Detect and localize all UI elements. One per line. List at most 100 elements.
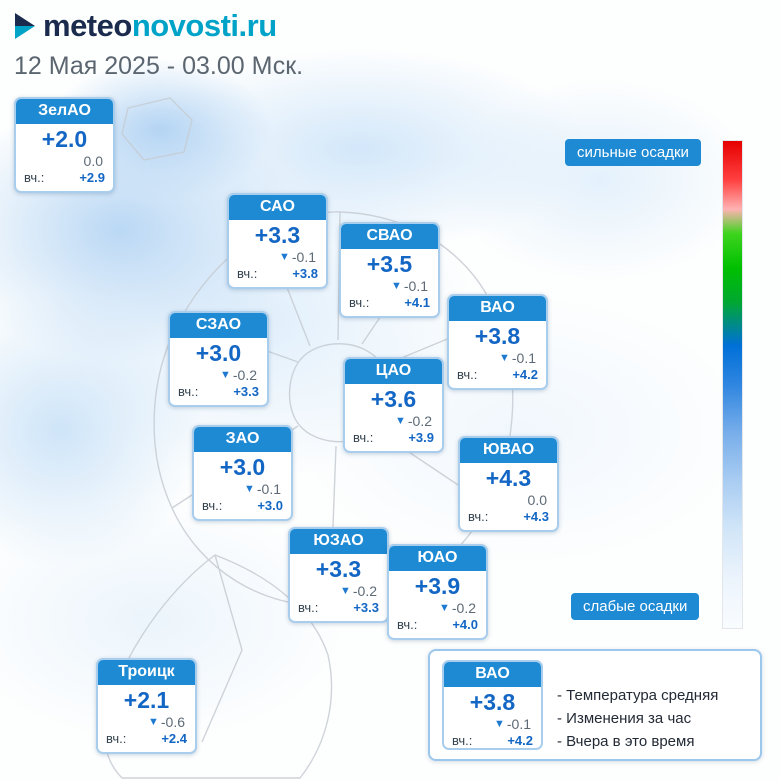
change-value: -0.1 bbox=[256, 480, 281, 497]
yesterday-value: +2.9 bbox=[79, 170, 105, 186]
district-card: ЮЗАО +3.3 ▼ -0.2 вч.: +3.3 bbox=[288, 527, 389, 624]
logo-text-meteo: meteo bbox=[43, 8, 132, 43]
yesterday-value: +3.9 bbox=[408, 430, 434, 446]
yesterday-label: вч.: bbox=[237, 266, 258, 282]
district-name: ВАО bbox=[444, 662, 541, 687]
change-value: -0.1 bbox=[511, 349, 536, 366]
change-value: -0.2 bbox=[407, 412, 432, 429]
yesterday-row: вч.: +4.3 bbox=[460, 508, 557, 530]
yesterday-value: +3.3 bbox=[353, 600, 379, 616]
yesterday-label: вч.: bbox=[457, 367, 478, 383]
district-card: Троицк +2.1 ▼ -0.6 вч.: +2.4 bbox=[96, 658, 197, 755]
precipitation-scale-bar bbox=[722, 140, 743, 629]
down-arrow-icon: ▼ bbox=[438, 601, 450, 614]
hour-change-row: 0.0 bbox=[460, 491, 557, 508]
down-arrow-icon: ▼ bbox=[278, 250, 290, 263]
down-arrow-icon: ▼ bbox=[219, 368, 231, 381]
legend-line: - Вчера в это время bbox=[557, 733, 695, 750]
legend-line: - Изменения за час bbox=[557, 710, 692, 727]
change-value: -0.1 bbox=[506, 715, 531, 732]
yesterday-row: вч.: +3.0 bbox=[194, 497, 291, 519]
hour-change-row: 0.0 bbox=[16, 152, 113, 169]
yesterday-label: вч.: bbox=[397, 617, 418, 633]
district-card: САО +3.3 ▼ -0.1 вч.: +3.8 bbox=[227, 193, 328, 290]
yesterday-value: +4.3 bbox=[523, 509, 549, 525]
district-name: СВАО bbox=[341, 224, 438, 249]
district-name: ЮАО bbox=[389, 546, 486, 571]
yesterday-value: +4.2 bbox=[512, 367, 538, 383]
temperature-value: +2.0 bbox=[41, 126, 88, 152]
temperature-value: +3.6 bbox=[370, 386, 417, 412]
yesterday-row: вч.: +3.3 bbox=[290, 599, 387, 621]
change-value: -0.6 bbox=[160, 713, 185, 730]
yesterday-value: +3.0 bbox=[257, 498, 283, 514]
change-value: -0.1 bbox=[403, 277, 428, 294]
yesterday-label: вч.: bbox=[452, 733, 473, 749]
change-value: 0.0 bbox=[527, 491, 547, 508]
change-value: -0.2 bbox=[232, 366, 257, 383]
district-name: ВАО bbox=[449, 296, 546, 321]
yesterday-row: вч.: +4.1 bbox=[341, 294, 438, 316]
logo-text-novosti: novosti.ru bbox=[131, 8, 277, 43]
yesterday-value: +4.2 bbox=[507, 733, 533, 749]
change-value: 0.0 bbox=[83, 152, 103, 169]
down-arrow-icon: ▼ bbox=[339, 584, 351, 597]
logo-icon bbox=[15, 12, 35, 39]
hour-change-row: ▼ -0.2 bbox=[290, 582, 387, 599]
district-card: ЦАО +3.6 ▼ -0.2 вч.: +3.9 bbox=[343, 357, 444, 454]
yesterday-row: вч.: +3.8 bbox=[229, 265, 326, 287]
temperature-value: +3.3 bbox=[315, 556, 362, 582]
temperature-value: +3.0 bbox=[195, 340, 242, 366]
yesterday-label: вч.: bbox=[298, 600, 319, 616]
hour-change-row: ▼ -0.1 bbox=[341, 277, 438, 294]
yesterday-row: вч.: +2.4 bbox=[98, 730, 195, 752]
yesterday-label: вч.: bbox=[353, 430, 374, 446]
temperature-value: +4.3 bbox=[485, 465, 532, 491]
down-arrow-icon: ▼ bbox=[243, 482, 255, 495]
temperature-value: +3.9 bbox=[414, 573, 461, 599]
district-card: ЮВАО +4.3 0.0 вч.: +4.3 bbox=[458, 436, 559, 533]
weak-precipitation-label: слабые осадки bbox=[571, 593, 700, 620]
yesterday-value: +3.8 bbox=[292, 266, 318, 282]
district-card: ЗелАО +2.0 0.0 вч.: +2.9 bbox=[14, 97, 115, 194]
district-name: ЮВАО bbox=[460, 438, 557, 463]
change-value: -0.2 bbox=[352, 582, 377, 599]
down-arrow-icon: ▼ bbox=[493, 717, 505, 730]
district-name: ЗелАО bbox=[16, 99, 113, 124]
district-name: ЮЗАО bbox=[290, 529, 387, 554]
yesterday-label: вч.: bbox=[106, 731, 127, 747]
hour-change-row: ▼ -0.1 bbox=[444, 715, 541, 732]
yesterday-label: вч.: bbox=[349, 295, 370, 311]
yesterday-value: +2.4 bbox=[161, 731, 187, 747]
hour-change-row: ▼ -0.2 bbox=[170, 366, 267, 383]
district-name: ЗАО bbox=[194, 427, 291, 452]
temperature-value: +3.8 bbox=[469, 689, 516, 715]
hour-change-row: ▼ -0.1 bbox=[229, 248, 326, 265]
district-card: ЗАО +3.0 ▼ -0.1 вч.: +3.0 bbox=[192, 425, 293, 522]
yesterday-label: вч.: bbox=[468, 509, 489, 525]
yesterday-row: вч.: +3.9 bbox=[345, 429, 442, 451]
site-logo[interactable]: meteonovosti.ru bbox=[12, 10, 277, 41]
hour-change-row: ▼ -0.6 bbox=[98, 713, 195, 730]
strong-precipitation-label: сильные осадки bbox=[565, 139, 701, 166]
hour-change-row: ▼ -0.1 bbox=[194, 480, 291, 497]
yesterday-row: вч.: +4.2 bbox=[444, 732, 541, 749]
yesterday-value: +3.3 bbox=[233, 384, 259, 400]
down-arrow-icon: ▼ bbox=[394, 414, 406, 427]
district-name: САО bbox=[229, 195, 326, 220]
temperature-value: +3.8 bbox=[474, 323, 521, 349]
down-arrow-icon: ▼ bbox=[498, 351, 510, 364]
yesterday-label: вч.: bbox=[202, 498, 223, 514]
temperature-value: +3.3 bbox=[254, 222, 301, 248]
hour-change-row: ▼ -0.1 bbox=[449, 349, 546, 366]
district-card: ЮАО +3.9 ▼ -0.2 вч.: +4.0 bbox=[387, 544, 488, 641]
district-card: СВАО +3.5 ▼ -0.1 вч.: +4.1 bbox=[339, 222, 440, 319]
yesterday-label: вч.: bbox=[178, 384, 199, 400]
district-name: СЗАО bbox=[170, 313, 267, 338]
district-name: ЦАО bbox=[345, 359, 442, 384]
district-card: СЗАО +3.0 ▼ -0.2 вч.: +3.3 bbox=[168, 311, 269, 408]
legend-line: - Температура средняя bbox=[557, 687, 719, 704]
legend-example-card: ВАО +3.8 ▼ -0.1 вч.: +4.2 bbox=[442, 660, 543, 750]
temperature-value: +3.5 bbox=[366, 251, 413, 277]
